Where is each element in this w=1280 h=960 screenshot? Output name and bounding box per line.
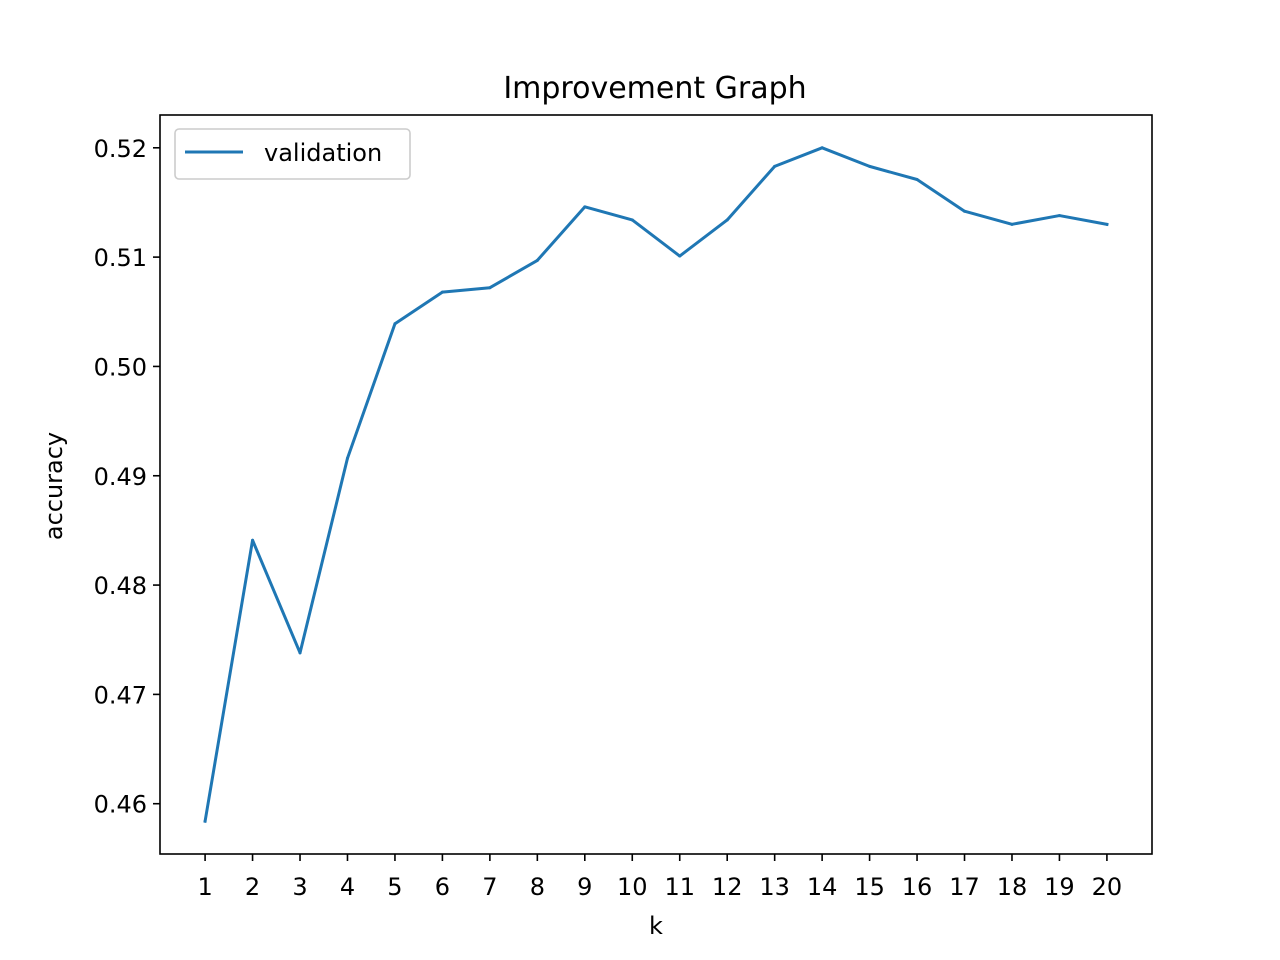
legend-label-validation: validation <box>264 139 382 167</box>
data-point <box>440 290 444 294</box>
data-point <box>1057 214 1061 218</box>
series-line-validation <box>203 146 1109 823</box>
data-point <box>725 218 729 222</box>
plot-frame <box>159 114 1153 855</box>
x-tick-label: 19 <box>1044 873 1075 901</box>
y-tick-label: 0.46 <box>94 791 147 819</box>
y-tick-label: 0.52 <box>94 135 147 163</box>
x-axis-label: k <box>649 912 663 940</box>
data-point <box>1010 222 1014 226</box>
data-point <box>773 164 777 168</box>
data-point <box>915 177 919 181</box>
x-tick-label: 8 <box>530 873 545 901</box>
y-tick-label: 0.48 <box>94 572 147 600</box>
y-axis-label: accuracy <box>40 432 68 540</box>
x-tick-label: 7 <box>482 873 497 901</box>
x-tick-label: 4 <box>340 873 355 901</box>
x-tick-label: 3 <box>292 873 307 901</box>
x-tick-label: 6 <box>435 873 450 901</box>
x-tick-label: 14 <box>807 873 838 901</box>
data-point <box>345 456 349 460</box>
x-tick-label: 11 <box>664 873 695 901</box>
legend: validation <box>174 128 411 180</box>
data-point <box>820 146 824 150</box>
x-tick-label: 9 <box>577 873 592 901</box>
x-tick-label: 5 <box>387 873 402 901</box>
data-point <box>298 651 302 655</box>
x-tick-label: 18 <box>997 873 1028 901</box>
x-tick-label: 1 <box>197 873 212 901</box>
y-tick-label: 0.47 <box>94 681 147 709</box>
data-point <box>251 538 255 542</box>
y-tick-label: 0.50 <box>94 353 147 381</box>
data-point <box>1105 222 1109 226</box>
y-tick-label: 0.51 <box>94 244 147 272</box>
y-tick-label: 0.49 <box>94 463 147 491</box>
chart-title: Improvement Graph <box>503 71 806 106</box>
x-tick-label: 2 <box>245 873 260 901</box>
legend-box <box>174 128 411 180</box>
data-point <box>393 322 397 326</box>
y-axis-ticks: 0.46 0.47 0.48 0.49 0.50 0.51 0.52 <box>94 135 160 819</box>
series-layer <box>203 146 1109 823</box>
data-point <box>488 286 492 290</box>
data-point <box>868 164 872 168</box>
x-tick-label: 17 <box>949 873 980 901</box>
x-tick-label: 20 <box>1092 873 1123 901</box>
x-tick-label: 13 <box>759 873 790 901</box>
x-tick-label: 16 <box>902 873 933 901</box>
data-point <box>963 209 967 213</box>
x-tick-label: 10 <box>617 873 648 901</box>
data-point <box>203 819 207 823</box>
x-axis-ticks: 1 2 3 4 5 6 7 8 9 10 11 12 13 14 15 16 17 18 19 20 <box>197 854 1122 901</box>
data-point <box>630 218 634 222</box>
x-tick-label: 15 <box>854 873 885 901</box>
data-point <box>535 258 539 262</box>
x-tick-label: 12 <box>712 873 743 901</box>
data-point <box>583 205 587 209</box>
data-point <box>678 254 682 258</box>
